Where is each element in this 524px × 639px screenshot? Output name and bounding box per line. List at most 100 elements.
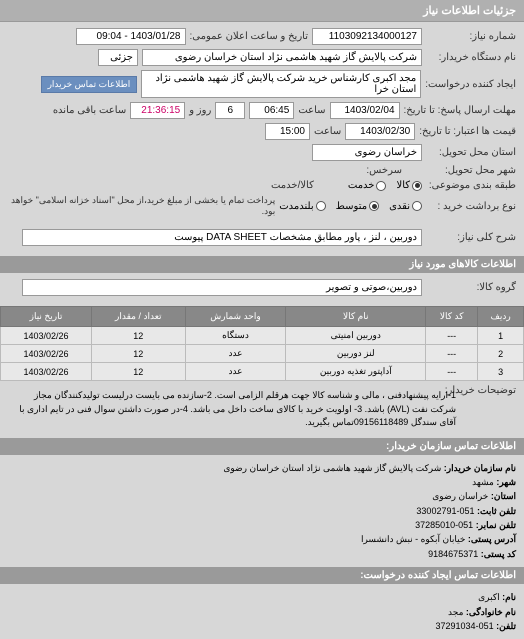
title-key-label: شرح کلی نیاز: (426, 232, 516, 243)
radio-long[interactable] (316, 201, 326, 211)
goods-group-field: دوربین،صوتی و تصویر (22, 279, 422, 296)
delivery-province-field: خراسان رضوی (312, 144, 422, 161)
reply-deadline-label: مهلت ارسال پاسخ: تا تاریخ: (404, 105, 516, 116)
bc-post: 9184675371 (428, 549, 478, 559)
notes-label: توضیحات خریدار: (466, 385, 516, 396)
buyer-contact-block: نام سازمان خریدار: شرکت پالایش گاز شهید … (0, 455, 524, 568)
announce-label: تاریخ و ساعت اعلان عمومی: (190, 31, 309, 42)
need-number-label: شماره نیاز: (426, 31, 516, 42)
bc-city-label: شهر: (496, 477, 516, 487)
table-cell: --- (426, 363, 478, 381)
table-cell: 12 (91, 327, 185, 345)
table-header: تاریخ نیاز (1, 307, 92, 327)
bc-province: خراسان رضوی (432, 491, 488, 501)
main-section-header: جزئیات اطلاعات نیاز (0, 0, 524, 22)
radio-medium[interactable] (369, 201, 379, 211)
bc-addr: خیابان آبکوه - نبش دانشسرا (361, 534, 465, 544)
bc-city: مشهد (472, 477, 494, 487)
pack-category-label: طبقه بندی موضوعی: (426, 180, 516, 191)
goods-table: ردیفکد کالانام کالاواحد شمارشتعداد / مقد… (0, 306, 524, 381)
bc-post-label: کد پستی: (481, 549, 516, 559)
radio-medium-label: متوسط (336, 201, 367, 212)
remain-label-1: روز و (189, 105, 211, 116)
table-cell: عدد (185, 345, 286, 363)
radio-khedmat-label: خدمت (348, 180, 375, 191)
buyer-contact-header: اطلاعات تماس سازمان خریدار: (0, 438, 524, 455)
table-header: تعداد / مقدار (91, 307, 185, 327)
pay-radio-group: نقدی متوسط بلندمدت (279, 201, 422, 212)
confidential-label: سرخس: (366, 165, 402, 176)
cc-tel: 051-37291034 (436, 621, 494, 631)
table-header: واحد شمارش (185, 307, 286, 327)
table-cell: 1403/02/26 (1, 345, 92, 363)
table-cell: 1 (478, 327, 524, 345)
delivery-province-label: استان محل تحویل: (426, 147, 516, 158)
table-cell: آداپتور تغذیه دوربین (286, 363, 426, 381)
table-header: ردیف (478, 307, 524, 327)
buyer-org-label: نام دستگاه خریدار: (426, 52, 516, 63)
radio-cash[interactable] (412, 201, 422, 211)
validity-label: قیمت ها اعتبار: تا تاریخ: (419, 126, 516, 137)
table-cell: لنز دوربین (286, 345, 426, 363)
time-label-1: ساعت (298, 105, 325, 116)
goods-section-header: اطلاعات کالاهای مورد نیاز (0, 256, 524, 273)
creator-field: مجد اکبری کارشناس خرید شرکت پالایش گاز ش… (141, 70, 421, 98)
remain-days-field: 6 (215, 102, 245, 119)
bc-org: شرکت پالایش گاز شهید هاشمی نژاد استان خر… (223, 463, 441, 473)
reply-date-field: 1403/02/04 (330, 102, 400, 119)
announce-field: 1403/01/28 - 09:04 (76, 28, 186, 45)
table-cell: --- (426, 327, 478, 345)
form-area: شماره نیاز: 1103092134000127 تاریخ و ساع… (0, 22, 524, 256)
bc-fax: 051-37285010 (415, 520, 473, 530)
table-cell: 12 (91, 345, 185, 363)
bc-fax-label: تلفن نمابر: (476, 520, 516, 530)
buyer-org-field: شرکت پالایش گاز شهید هاشمی نژاد استان خر… (142, 49, 422, 66)
validity-date-field: 1403/02/30 (345, 123, 415, 140)
cc-name-label: نام: (502, 592, 516, 602)
cc-tel-label: تلفن: (496, 621, 516, 631)
table-cell: --- (426, 345, 478, 363)
buyer-contact-button[interactable]: اطلاعات تماس خریدار (41, 76, 138, 93)
partial-field: جزئی (98, 49, 138, 66)
table-cell: 1403/02/26 (1, 327, 92, 345)
title-key-field: دوربین ، لنز ، پاور مطابق مشخصات DATA SH… (22, 229, 422, 246)
bc-tel: 051-33002791 (416, 506, 474, 516)
pay-type-label: نوع برداشت خرید : (426, 201, 516, 212)
radio-khedmat[interactable] (376, 181, 386, 191)
table-row: 2---لنز دوربینعدد121403/02/26 (1, 345, 524, 363)
bc-tel-label: تلفن ثابت: (477, 506, 516, 516)
bc-org-label: نام سازمان خریدار: (444, 463, 516, 473)
table-cell: دستگاه (185, 327, 286, 345)
delivery-city-label: شهر محل تحویل: (426, 165, 516, 176)
bc-province-label: استان: (491, 491, 516, 501)
cash-credit-label: کالا/خدمت (271, 180, 314, 191)
table-cell: 12 (91, 363, 185, 381)
remain-time-field: 21:36:15 (130, 102, 185, 119)
bc-addr-label: آدرس پستی: (468, 534, 516, 544)
cc-name: اکبری (478, 592, 500, 602)
pay-desc: پرداخت تمام یا بخشی از مبلغ خرید،از محل … (8, 195, 275, 217)
table-cell: عدد (185, 363, 286, 381)
radio-cash-label: نقدی (389, 201, 410, 212)
table-row: 1---دوربین امنیتیدستگاه121403/02/26 (1, 327, 524, 345)
cc-family: مجد (448, 607, 463, 617)
table-cell: 1403/02/26 (1, 363, 92, 381)
radio-kala[interactable] (412, 181, 422, 191)
need-number-field: 1103092134000127 (312, 28, 422, 45)
table-cell: 2 (478, 345, 524, 363)
radio-kala-label: کالا (396, 180, 410, 191)
table-cell: دوربین امنیتی (286, 327, 426, 345)
table-header: کد کالا (426, 307, 478, 327)
table-header: نام کالا (286, 307, 426, 327)
time-label-2: ساعت (314, 126, 341, 137)
remain-label-2: ساعت باقی مانده (53, 105, 126, 116)
table-row: 3---آداپتور تغذیه دوربینعدد121403/02/26 (1, 363, 524, 381)
type-radio-group: کالا خدمت (348, 180, 422, 191)
radio-long-label: بلندمدت (279, 201, 313, 212)
creator-label: ایجاد کننده درخواست: (425, 79, 516, 90)
reply-time-field: 06:45 (249, 102, 294, 119)
goods-group-label: گروه کالا: (426, 282, 516, 293)
buyer-notes: 1-ارایه پیشنهادفنی ، مالی و شناسه کالا ج… (8, 385, 462, 434)
table-cell: 3 (478, 363, 524, 381)
creator-contact-block: نام: اکبری نام خانوادگی: مجد تلفن: 051-3… (0, 584, 524, 639)
